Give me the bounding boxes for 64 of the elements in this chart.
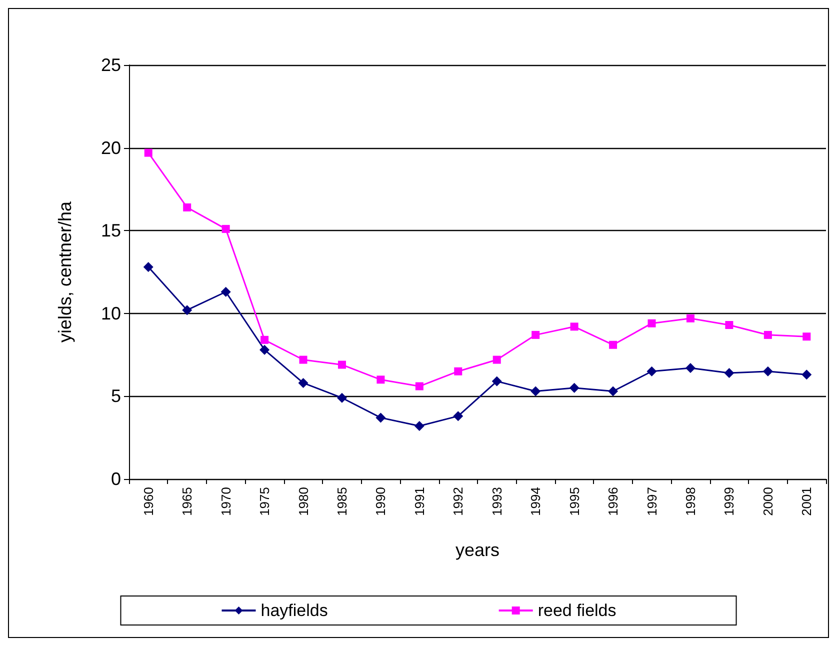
x-tick-label: 1999 bbox=[722, 487, 737, 516]
point bbox=[222, 224, 230, 233]
point bbox=[725, 320, 734, 329]
x-tick-label: 1965 bbox=[180, 487, 195, 516]
x-axis-title: years bbox=[455, 540, 500, 560]
point bbox=[492, 376, 502, 386]
point bbox=[220, 286, 231, 297]
point bbox=[260, 336, 269, 344]
y-axis-title: yields, centner/ha bbox=[55, 200, 75, 343]
y-tick-label: 25 bbox=[100, 55, 121, 75]
point bbox=[453, 411, 464, 422]
x-tick-label: 1998 bbox=[682, 487, 698, 516]
x-tick-label: 1993 bbox=[489, 487, 504, 516]
point bbox=[648, 319, 656, 328]
point bbox=[183, 203, 192, 212]
point bbox=[764, 330, 772, 339]
legend-label: hayfields bbox=[260, 601, 328, 620]
point bbox=[802, 332, 811, 341]
point bbox=[415, 382, 424, 390]
point bbox=[724, 368, 734, 378]
y-tick-label: 5 bbox=[110, 386, 121, 406]
point bbox=[414, 421, 424, 432]
point bbox=[260, 344, 270, 355]
x-tick-label: 2000 bbox=[760, 487, 776, 516]
x-tick-label: 1970 bbox=[218, 487, 234, 516]
x-tick-label: 1985 bbox=[334, 487, 350, 516]
point bbox=[143, 262, 154, 272]
point bbox=[762, 366, 773, 376]
point bbox=[376, 376, 385, 384]
y-tick-label: 20 bbox=[100, 138, 121, 158]
x-tick-label: 1960 bbox=[140, 487, 156, 516]
point bbox=[609, 340, 618, 349]
x-tick-label: 1994 bbox=[528, 487, 544, 516]
point bbox=[569, 382, 580, 393]
x-tick-label: 1995 bbox=[566, 487, 582, 516]
x-tick-label: 1975 bbox=[257, 487, 272, 516]
x-tick-label: 1980 bbox=[296, 487, 311, 516]
x-tick-label: 1992 bbox=[450, 487, 466, 516]
point bbox=[532, 330, 540, 339]
point bbox=[686, 314, 694, 322]
point bbox=[802, 370, 812, 380]
x-tick-label: 1990 bbox=[373, 487, 388, 516]
point bbox=[530, 386, 541, 396]
point bbox=[338, 360, 346, 369]
y-tick-label: 10 bbox=[100, 303, 121, 324]
point bbox=[608, 386, 618, 396]
point bbox=[685, 363, 696, 374]
point bbox=[376, 412, 386, 423]
x-tick-label: 2001 bbox=[799, 487, 814, 516]
point bbox=[454, 367, 462, 376]
x-tick-label: 1997 bbox=[644, 487, 660, 516]
legend-label: reed fields bbox=[538, 601, 616, 620]
point bbox=[144, 148, 152, 157]
x-tick-label: 1991 bbox=[412, 487, 427, 516]
y-tick-label: 0 bbox=[110, 469, 121, 489]
point bbox=[492, 356, 501, 364]
point bbox=[646, 366, 657, 376]
point bbox=[570, 322, 578, 331]
point bbox=[336, 392, 347, 403]
point bbox=[299, 356, 308, 364]
y-tick-label: 15 bbox=[100, 220, 121, 241]
point bbox=[182, 305, 192, 316]
x-tick-label: 1996 bbox=[606, 487, 621, 516]
point bbox=[298, 378, 308, 388]
